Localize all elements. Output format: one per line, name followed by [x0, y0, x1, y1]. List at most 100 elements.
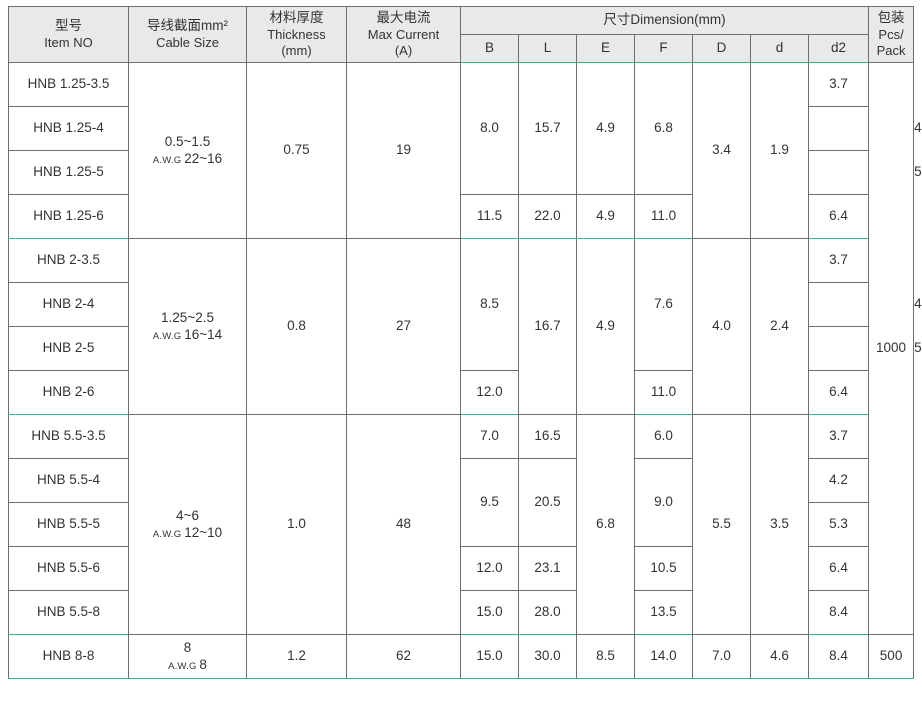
cell-dim-l: 20.5	[518, 458, 577, 548]
cell-dim-l: 16.5	[518, 414, 577, 460]
cable-size-awg: A.W.G 22~16	[152, 151, 223, 167]
cable-size-awg: A.W.G 12~10	[152, 525, 223, 541]
header-dim-e: E	[576, 34, 635, 64]
cell-dim-b: 8.0	[460, 62, 519, 196]
cell-dim-b: 8.5	[460, 238, 519, 372]
header-dim-dd: d	[750, 34, 809, 64]
cell-dim-b: 12.0	[460, 370, 519, 416]
cell-dim-f: 6.0	[634, 414, 693, 460]
cell-dim-e: 4.9	[576, 62, 635, 196]
table-header: 型号 Item NO 导线截面mm² Cable Size 材料厚度 Thick…	[8, 5, 915, 64]
cell-item-no: HNB 5.5-6	[8, 546, 129, 592]
cell-dim-f: 7.6	[634, 238, 693, 372]
cell-cable-size: 8 A.W.G 8	[128, 634, 247, 680]
cell-thickness: 1.2	[246, 634, 347, 680]
cell-item-no: HNB 2-3.5	[8, 238, 129, 284]
cell-item-no: HNB 1.25-4	[8, 106, 129, 152]
cell-packaging: 1000	[868, 62, 915, 636]
header-max-current-cn: 最大电流	[376, 10, 431, 25]
cell-dim-d2: 6.4	[807, 370, 870, 416]
cell-packaging: 500	[868, 634, 915, 680]
cell-dim-d-major: 7.0	[692, 634, 751, 680]
header-cable-size-en: Cable Size	[156, 35, 219, 50]
cell-dim-l: 15.7	[518, 62, 577, 196]
table-row: HNB 2-44.2	[8, 282, 922, 328]
header-cable-size: 导线截面mm² Cable Size	[128, 5, 247, 64]
cell-item-no: HNB 5.5-4	[8, 458, 129, 504]
cell-dim-f: 9.0	[634, 458, 693, 548]
header-dim-l: L	[518, 34, 577, 64]
cell-item-no: HNB 5.5-3.5	[8, 414, 129, 460]
cell-item-no: HNB 2-6	[8, 370, 129, 416]
header-packaging-cn: 包装	[877, 10, 905, 25]
cell-dim-d2: 5.3	[807, 502, 870, 548]
table-row: HNB 5.5-4 9.5 20.5 9.0 4.2	[8, 458, 914, 548]
table-row: HNB 2-3.5 1.25~2.5 A.W.G 16~14 0.8 27 8.5 16.7…	[8, 238, 914, 416]
cell-dim-l: 28.0	[518, 590, 577, 636]
header-packaging-en2: Pack	[876, 43, 906, 59]
cell-dim-f: 11.0	[634, 370, 693, 416]
cell-dim-b: 7.0	[460, 414, 519, 460]
cell-item-no: HNB 1.25-6	[8, 194, 129, 240]
cell-dim-e: 4.9	[576, 238, 635, 416]
header-cable-size-cn: 导线截面mm²	[147, 18, 228, 34]
header-dimension-group: 尺寸Dimension(mm)	[459, 5, 870, 36]
cable-size-value: 8	[183, 639, 192, 655]
cell-item-no: HNB 2-4	[8, 282, 129, 328]
header-packaging-en1: Pcs/	[878, 26, 904, 42]
header-dim-d2: d2	[807, 34, 870, 64]
table-row: HNB 1.25-44.2	[8, 106, 922, 152]
cell-dim-d-major: 3.4	[692, 62, 751, 240]
cell-max-current: 62	[346, 634, 461, 680]
awg-label: A.W.G	[152, 331, 185, 343]
header-item-no-en: Item NO	[44, 35, 93, 50]
cable-size-value: 1.25~2.5	[161, 309, 214, 325]
cell-thickness: 1.0	[246, 414, 347, 636]
cell-max-current: 19	[346, 62, 461, 240]
cell-dim-l: 22.0	[518, 194, 577, 240]
cell-dim-d2: 4.2	[807, 458, 870, 504]
table-row: HNB 1.25-3.5 0.5~1.5 A.W.G 22~16 0.75 19 8.0 1…	[8, 62, 915, 636]
cell-dim-d2: 3.7	[807, 414, 870, 460]
cable-size-value: 4~6	[176, 507, 199, 523]
cell-item-no: HNB 5.5-8	[8, 590, 129, 636]
table-row: HNB 5.5-3.5 4~6 A.W.G 12~10 1.0 48 7.0 16.5 6.8…	[8, 414, 914, 636]
cell-dim-d2: 3.7	[807, 62, 870, 108]
cell-item-no: HNB 1.25-3.5	[8, 62, 129, 108]
awg-label: A.W.G	[152, 529, 185, 541]
table-row: HNB 1.25-55.2	[8, 150, 922, 196]
cell-dim-d2: 8.4	[807, 590, 870, 636]
cell-item-no: HNB 5.5-5	[8, 502, 129, 548]
header-item-no: 型号 Item NO	[8, 5, 129, 64]
cell-dim-l: 23.1	[518, 546, 577, 592]
awg-label: A.W.G	[152, 155, 185, 167]
cell-dim-b	[807, 106, 870, 152]
table-row: HNB 8-8 8 A.W.G 8 1.2 62 15.0 30.0 8.5 14.0 7.0 4.…	[8, 634, 915, 680]
cell-cable-size: 0.5~1.5 A.W.G 22~16	[128, 62, 247, 240]
header-dim-d: D	[692, 34, 751, 64]
cable-size-awg: A.W.G 16~14	[152, 327, 223, 343]
header-thickness-cn: 材料厚度	[269, 10, 324, 25]
cell-dim-d-major: 5.5	[692, 414, 751, 636]
cell-thickness: 0.75	[246, 62, 347, 240]
cell-dim-f: 11.0	[634, 194, 693, 240]
cell-dim-f: 6.8	[634, 62, 693, 196]
header-max-current-unit: (A)	[394, 43, 413, 59]
cable-size-value: 0.5~1.5	[164, 133, 211, 149]
cell-dim-d2: 6.4	[807, 194, 870, 240]
cell-dim-e: 6.8	[576, 414, 635, 636]
cell-dim-l: 30.0	[518, 634, 577, 680]
cell-dim-b: 15.0	[460, 634, 519, 680]
cell-dim-b: 15.0	[460, 590, 519, 636]
header-packaging: 包装 Pcs/ Pack	[868, 5, 915, 64]
cell-dim-b: 11.5	[460, 194, 519, 240]
cell-dim-d2: 8.4	[807, 634, 870, 680]
awg-label: A.W.G	[168, 661, 200, 673]
table-row: HNB 5.5-5 5.3	[8, 502, 914, 548]
table-row: HNB 5.5-6 12.0 23.1 10.5 6.4	[8, 546, 914, 592]
cell-cable-size: 1.25~2.5 A.W.G 16~14	[128, 238, 247, 416]
cell-thickness: 0.8	[246, 238, 347, 416]
cell-dim-d2: 3.7	[807, 238, 870, 284]
header-max-current: 最大电流 Max Current (A)	[346, 5, 461, 64]
